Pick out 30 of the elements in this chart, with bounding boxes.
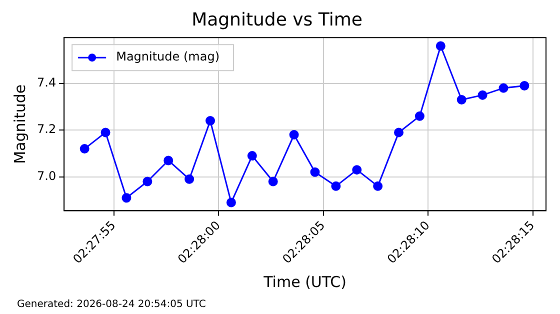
y-tick-label: 7.0 bbox=[36, 168, 56, 183]
point bbox=[456, 94, 466, 104]
point bbox=[436, 41, 446, 51]
point bbox=[142, 176, 152, 186]
legend-label: Magnitude (mag) bbox=[116, 50, 220, 64]
point bbox=[247, 151, 257, 161]
point bbox=[206, 116, 216, 126]
point bbox=[478, 90, 488, 100]
point bbox=[184, 174, 194, 184]
point bbox=[289, 130, 299, 140]
y-tick-label: 7.2 bbox=[36, 122, 56, 136]
x-axis-title: Time (UTC) bbox=[262, 272, 347, 291]
point bbox=[122, 193, 132, 203]
point bbox=[164, 156, 174, 166]
point bbox=[331, 181, 341, 191]
point bbox=[226, 198, 236, 208]
point bbox=[394, 128, 404, 138]
point bbox=[373, 181, 383, 191]
point bbox=[414, 111, 424, 121]
y-tick-label: 7.4 bbox=[36, 76, 56, 90]
point bbox=[100, 128, 110, 138]
point bbox=[268, 176, 278, 186]
point bbox=[498, 83, 508, 93]
point bbox=[520, 80, 530, 90]
point bbox=[80, 144, 90, 154]
y-axis-title: Magnitude bbox=[10, 84, 29, 164]
point bbox=[310, 167, 320, 177]
text: Generated: 2026-08-24 20:54:05 UTC bbox=[17, 299, 206, 310]
point bbox=[352, 165, 362, 175]
chart-title: Magnitude vs Time bbox=[192, 9, 362, 30]
